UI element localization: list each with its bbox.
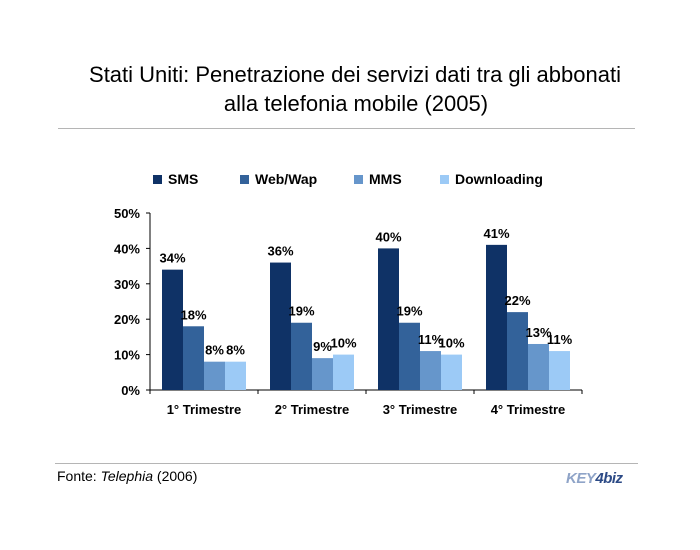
bar	[204, 361, 225, 390]
legend-item: Web/Wap	[240, 171, 317, 187]
logo-part2: 4	[595, 470, 604, 487]
data-label: 34%	[159, 251, 185, 266]
data-label: 11%	[418, 332, 444, 347]
key4biz-logo: KEY4biz	[566, 470, 623, 487]
legend-item: MMS	[354, 171, 402, 187]
y-tick-label: 40%	[114, 241, 140, 256]
data-label: 8%	[205, 343, 224, 358]
data-label: 36%	[267, 244, 293, 259]
y-tick-label: 0%	[121, 383, 140, 398]
x-tick-label: 4° Trimestre	[491, 402, 566, 417]
bar	[270, 262, 291, 390]
data-label: 18%	[180, 307, 206, 322]
bar	[549, 351, 570, 390]
chart-title-line1: Stati Uniti: Penetrazione dei servizi da…	[89, 62, 621, 87]
bar	[420, 351, 441, 390]
bar	[378, 248, 399, 390]
data-label: 10%	[330, 336, 356, 351]
bar	[507, 312, 528, 390]
source-year: (2006)	[153, 468, 198, 484]
bar	[399, 322, 420, 390]
legend-swatch	[153, 174, 162, 184]
logo-part1: KEY	[566, 470, 596, 487]
legend-swatch	[440, 174, 449, 184]
data-label: 10%	[438, 336, 464, 351]
data-label: 11%	[547, 332, 573, 347]
legend-swatch	[240, 174, 249, 184]
bottom-divider	[55, 463, 638, 464]
y-tick-label: 20%	[114, 312, 140, 327]
bar	[486, 244, 507, 390]
bar	[291, 322, 312, 390]
data-label: 19%	[396, 304, 422, 319]
data-label: 22%	[504, 293, 530, 308]
y-tick-label: 30%	[114, 277, 140, 292]
bar	[333, 354, 354, 390]
legend-label: Web/Wap	[255, 171, 318, 187]
legend-label: SMS	[168, 171, 199, 187]
chart-legend: SMS Web/Wap MMS Downloading	[0, 171, 700, 189]
legend-swatch	[354, 174, 363, 184]
source-name: Telephia	[100, 468, 154, 484]
bar	[312, 358, 333, 390]
legend-item: Downloading	[440, 171, 543, 187]
source-note: Fonte: Telephia (2006)	[57, 468, 197, 484]
data-label: 19%	[288, 304, 314, 319]
data-label: 8%	[226, 343, 245, 358]
legend-item: SMS	[153, 171, 198, 187]
chart-title: Stati Uniti: Penetrazione dei servizi da…	[0, 60, 700, 118]
top-divider	[58, 128, 635, 129]
x-tick-label: 3° Trimestre	[383, 402, 458, 417]
chart-title-line2: alla telefonia mobile (2005)	[223, 91, 489, 116]
logo-part3: biz	[603, 470, 623, 487]
y-tick-label: 50%	[114, 206, 140, 221]
bar	[441, 354, 462, 390]
y-tick-label: 10%	[114, 348, 140, 363]
data-label: 41%	[483, 226, 509, 241]
source-prefix: Fonte:	[57, 468, 101, 484]
bar	[162, 269, 183, 390]
bar	[225, 361, 246, 390]
data-label: 9%	[313, 339, 332, 354]
data-label: 13%	[525, 325, 551, 340]
x-tick-label: 1° Trimestre	[167, 402, 242, 417]
data-label: 40%	[375, 229, 401, 244]
bar	[183, 326, 204, 390]
legend-label: Downloading	[455, 171, 543, 187]
bar	[528, 343, 549, 390]
x-tick-label: 2° Trimestre	[275, 402, 350, 417]
legend-label: MMS	[369, 171, 402, 187]
